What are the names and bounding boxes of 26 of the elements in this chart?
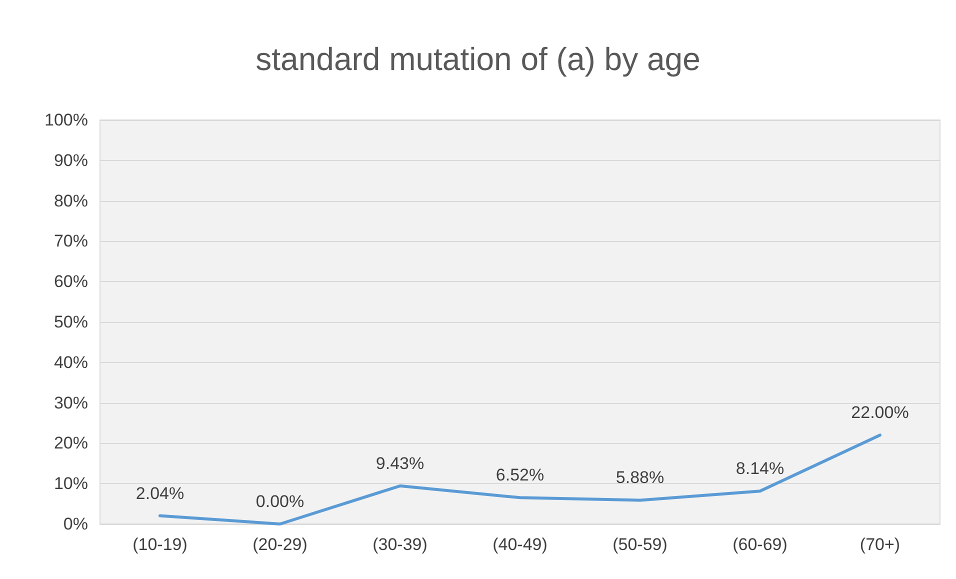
y-tick-label: 40% <box>54 352 88 372</box>
data-label: 22.00% <box>851 403 909 422</box>
x-tick-label: (60-69) <box>732 535 788 554</box>
y-tick-label: 70% <box>54 232 88 251</box>
y-tick-label: 80% <box>54 191 88 210</box>
y-tick-label: 50% <box>54 312 88 332</box>
y-tick-label: 30% <box>54 393 88 412</box>
x-tick-label: (50-59) <box>612 535 668 554</box>
y-tick-label: 20% <box>54 434 88 453</box>
data-label: 6.52% <box>496 466 544 485</box>
data-label: 0.00% <box>256 492 304 511</box>
chart-title: standard mutation of (a) by age <box>256 41 700 77</box>
y-tick-label: 90% <box>54 150 88 170</box>
x-tick-label: (40-49) <box>492 535 548 554</box>
y-tick-label: 60% <box>54 272 88 292</box>
data-label: 5.88% <box>616 468 664 488</box>
x-tick-label: (10-19) <box>132 535 188 554</box>
x-tick-label: (30-39) <box>372 535 428 554</box>
y-tick-label: 10% <box>54 474 88 494</box>
data-label: 9.43% <box>376 454 424 473</box>
y-tick-label: 0% <box>63 514 88 534</box>
data-label: 8.14% <box>736 459 784 478</box>
x-tick-label: (70+) <box>860 535 900 554</box>
x-tick-label: (20-29) <box>252 535 308 554</box>
data-label: 2.04% <box>136 484 184 503</box>
y-tick-label: 100% <box>44 110 88 130</box>
